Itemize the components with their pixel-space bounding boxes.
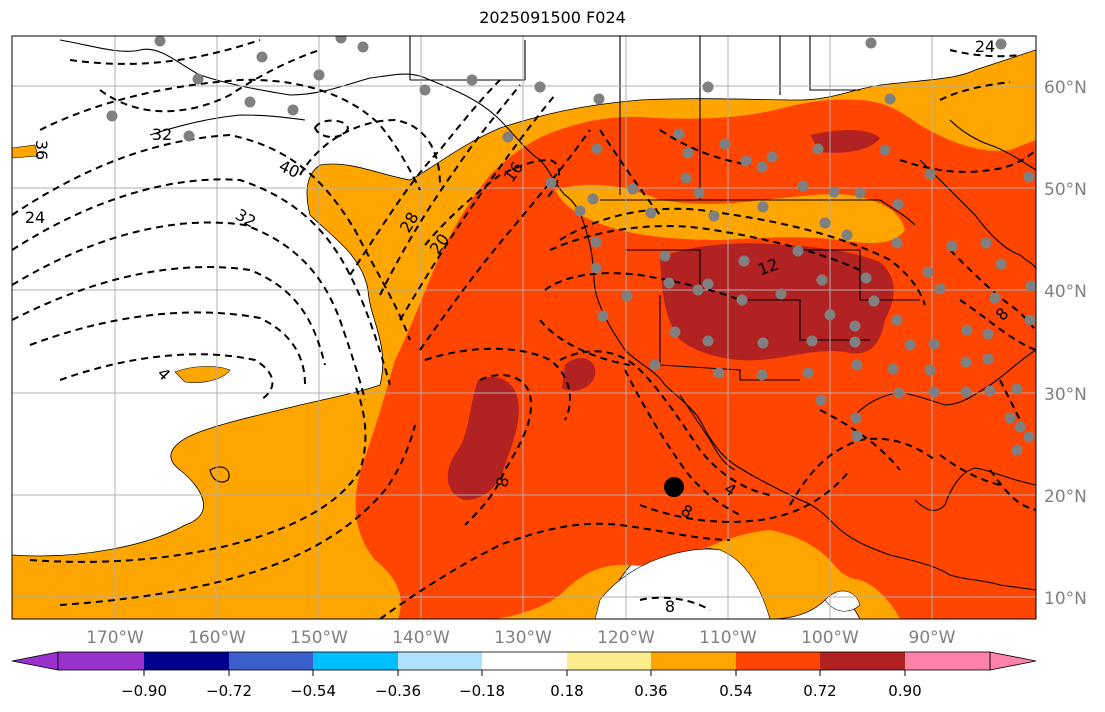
colorbar-bin	[58, 652, 144, 670]
lat-label: 50°N	[1044, 180, 1087, 200]
lat-label: 30°N	[1044, 385, 1087, 405]
lat-label: 20°N	[1044, 487, 1087, 507]
lon-label: 110°W	[699, 628, 757, 648]
lat-label: 40°N	[1044, 282, 1087, 302]
colorbar-bin	[398, 652, 482, 670]
colorbar-tick: −0.54	[290, 682, 336, 700]
lon-label: 100°W	[801, 628, 859, 648]
lon-label: 120°W	[597, 628, 655, 648]
colorbar-tick: 0.36	[634, 682, 667, 700]
colorbar-bin	[905, 652, 990, 670]
colorbar-bin	[144, 652, 229, 670]
contour-label: 24	[25, 208, 45, 227]
contour-label: 36	[32, 140, 51, 160]
colorbar-tick: 0.72	[803, 682, 836, 700]
colorbar-tick: −0.18	[459, 682, 505, 700]
coastlines	[59, 36, 1036, 591]
shading-orange-small	[12, 144, 231, 383]
shading-orange-pocket	[555, 184, 905, 243]
contour-label: 32	[152, 125, 172, 144]
colorbar-tick: 0.18	[550, 682, 583, 700]
colorbar: −0.90 −0.72 −0.54 −0.36 −0.18 0.18 0.36 …	[11, 651, 1037, 700]
colorbar-bin	[313, 652, 398, 670]
lon-label: 170°W	[86, 628, 144, 648]
latitude-labels: 60°N 50°N 40°N 30°N 20°N 10°N	[1044, 78, 1087, 609]
contour-label: 8	[665, 597, 675, 616]
colorbar-bin	[229, 652, 313, 670]
colorbar-tick: 0.54	[719, 682, 752, 700]
lat-label: 10°N	[1044, 589, 1087, 609]
colorbar-tick: 0.90	[888, 682, 921, 700]
colorbar-bin	[736, 652, 820, 670]
shading-firebrick	[660, 243, 894, 361]
lon-label: 160°W	[188, 628, 246, 648]
colorbar-bin	[567, 652, 651, 670]
colorbar-tick: −0.90	[121, 682, 167, 700]
lon-label: 140°W	[392, 628, 450, 648]
colorbar-extend-left	[11, 651, 59, 671]
location-marker	[664, 477, 684, 497]
colorbar-extend-right	[989, 651, 1037, 671]
contour-label: 8	[492, 475, 512, 488]
map-title: 2025091500 F024	[479, 8, 626, 27]
lat-label: 60°N	[1044, 78, 1087, 98]
contour-label: 24	[975, 37, 995, 56]
colorbar-bin	[651, 652, 736, 670]
map-frame	[11, 35, 1037, 620]
lon-label: 150°W	[290, 628, 348, 648]
lon-label: 130°W	[494, 628, 552, 648]
station-markers	[106, 36, 1036, 456]
map-panel: 36 32 24 40 32 28 20 16 12 8 4 8 4 8 8 2…	[12, 36, 1036, 619]
colorbar-tick: −0.36	[375, 682, 421, 700]
shading-firebrick-ocean	[447, 376, 519, 500]
colorbar-tick: −0.72	[206, 682, 252, 700]
lon-label: 90°W	[909, 628, 956, 648]
colorbar-bin	[820, 652, 905, 670]
longitude-labels: 170°W 160°W 150°W 140°W 130°W 120°W 110°…	[86, 628, 956, 648]
colorbar-bin	[482, 652, 567, 670]
graticule	[12, 36, 1036, 619]
